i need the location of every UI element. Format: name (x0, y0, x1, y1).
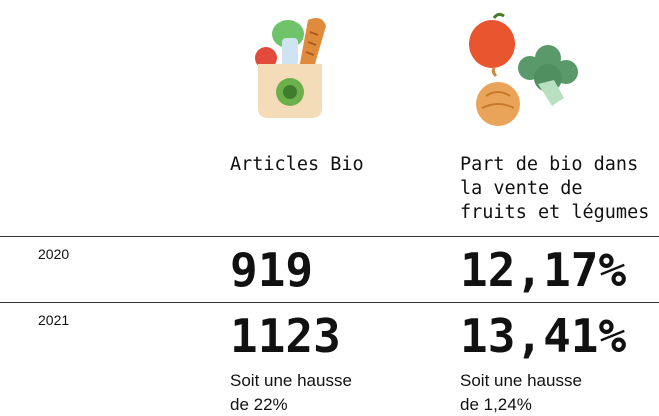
figure-note: Soit une hausse (230, 369, 352, 393)
key-figure: 1123 (230, 311, 341, 361)
key-figure: 13,41% (460, 311, 626, 361)
figure-note: de 1,24% (460, 393, 532, 416)
key-figure: 919 (230, 245, 313, 295)
row-divider (0, 236, 659, 237)
grocery-bag-icon (248, 14, 338, 120)
figure-note: de 22% (230, 393, 288, 416)
vegetables-icon (466, 12, 586, 130)
row-year: 2021 (38, 312, 69, 328)
column-header: la vente de (460, 177, 583, 201)
row-divider (0, 302, 659, 303)
key-figure: 12,17% (460, 245, 626, 295)
row-year: 2020 (38, 246, 69, 262)
column-header: Part de bio dans (460, 153, 638, 177)
column-header: fruits et légumes (460, 201, 649, 225)
column-header: Articles Bio (230, 153, 364, 177)
figure-note: Soit une hausse (460, 369, 582, 393)
page: Articles Bio Part de bio dansla vente def… (0, 0, 659, 416)
